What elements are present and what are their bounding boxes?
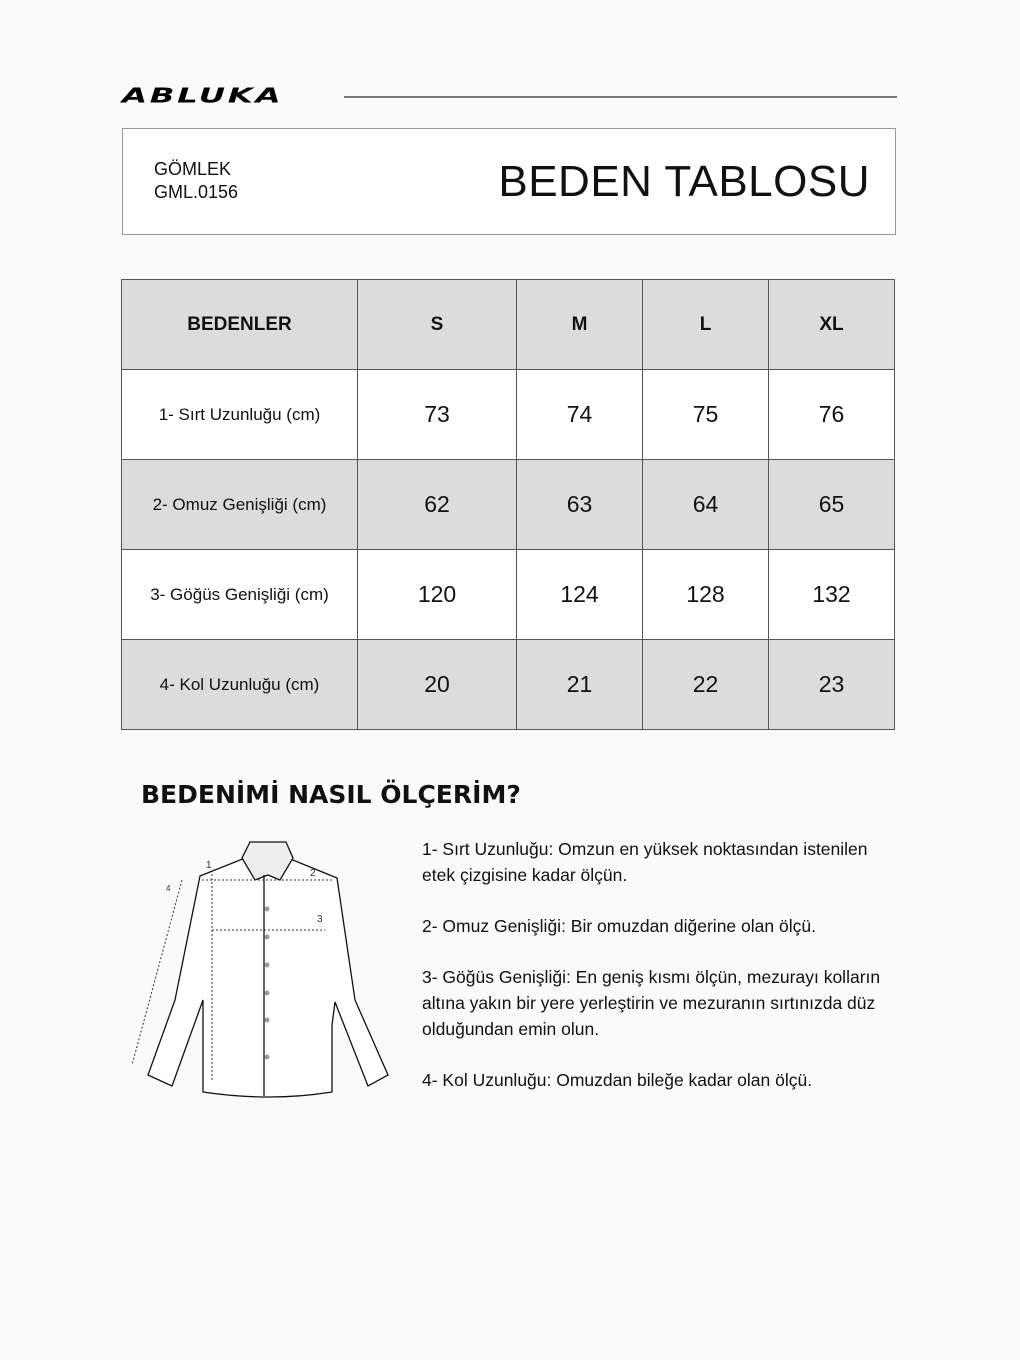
product-category: GÖMLEK — [154, 159, 232, 179]
cell: 74 — [516, 369, 643, 460]
cell: 132 — [768, 549, 895, 640]
shirt-body — [147, 857, 389, 1098]
header-box — [122, 128, 896, 235]
shirt-measurement-diagram: 1 2 3 4 — [131, 841, 389, 1098]
cell: 63 — [516, 459, 643, 550]
cell: 64 — [642, 459, 769, 550]
column-header: BEDENLER — [121, 279, 358, 370]
header-rule — [344, 96, 897, 98]
table-row: 2- Omuz Genişliği (cm) 62 63 64 65 — [121, 459, 895, 550]
product-code: GML.0156 — [154, 182, 239, 202]
measurement-instructions: 1- Sırt Uzunluğu: Omzun en yüksek noktas… — [422, 836, 892, 1118]
instruction-item: 1- Sırt Uzunluğu: Omzun en yüksek noktas… — [422, 839, 868, 885]
cell: 65 — [768, 459, 895, 550]
cell: 76 — [768, 369, 895, 460]
instruction-item: 4- Kol Uzunluğu: Omuzdan bileğe kadar ol… — [422, 1070, 813, 1090]
column-header: M — [516, 279, 643, 370]
product-info: GÖMLEK GML.0156 — [154, 158, 238, 204]
column-header: XL — [768, 279, 895, 370]
brand-logo: ABLUKA — [122, 84, 284, 108]
cell: 124 — [516, 549, 643, 640]
diagram-label-4: 4 — [166, 884, 171, 893]
cell: 128 — [642, 549, 769, 640]
table-row: 1- Sırt Uzunluğu (cm) 73 74 75 76 — [121, 369, 895, 460]
diagram-label-3: 3 — [317, 914, 323, 925]
cell: 120 — [357, 549, 517, 640]
instruction-item: 3- Göğüs Genişliği: En geniş kısmı ölçün… — [422, 967, 881, 1039]
column-header: S — [357, 279, 517, 370]
size-table: BEDENLER S M L XL 1- Sırt Uzunluğu (cm) … — [121, 279, 895, 730]
table-row: 3- Göğüs Genişliği (cm) 120 124 128 132 — [121, 549, 895, 640]
cell: 20 — [357, 639, 517, 730]
cell: 23 — [768, 639, 895, 730]
diagram-label-1: 1 — [206, 860, 212, 871]
page-title: BEDEN TABLOSU — [498, 157, 870, 206]
cell: 22 — [642, 639, 769, 730]
instruction-item: 2- Omuz Genişliği: Bir omuzdan diğerine … — [422, 916, 816, 936]
row-label: 4- Kol Uzunluğu (cm) — [121, 639, 358, 730]
row-label: 1- Sırt Uzunluğu (cm) — [121, 369, 358, 460]
cell: 21 — [516, 639, 643, 730]
cell: 75 — [642, 369, 769, 460]
column-header: L — [642, 279, 769, 370]
cell: 73 — [357, 369, 517, 460]
table-header-row: BEDENLER S M L XL — [121, 279, 895, 370]
diagram-label-2: 2 — [310, 868, 316, 879]
shirt-collar — [241, 841, 294, 881]
table-row: 4- Kol Uzunluğu (cm) 20 21 22 23 — [121, 639, 895, 730]
section-title: BEDENİMİ NASIL ÖLÇERİM? — [141, 780, 521, 809]
row-label: 3- Göğüs Genişliği (cm) — [121, 549, 358, 640]
cell: 62 — [357, 459, 517, 550]
row-label: 2- Omuz Genişliği (cm) — [121, 459, 358, 550]
